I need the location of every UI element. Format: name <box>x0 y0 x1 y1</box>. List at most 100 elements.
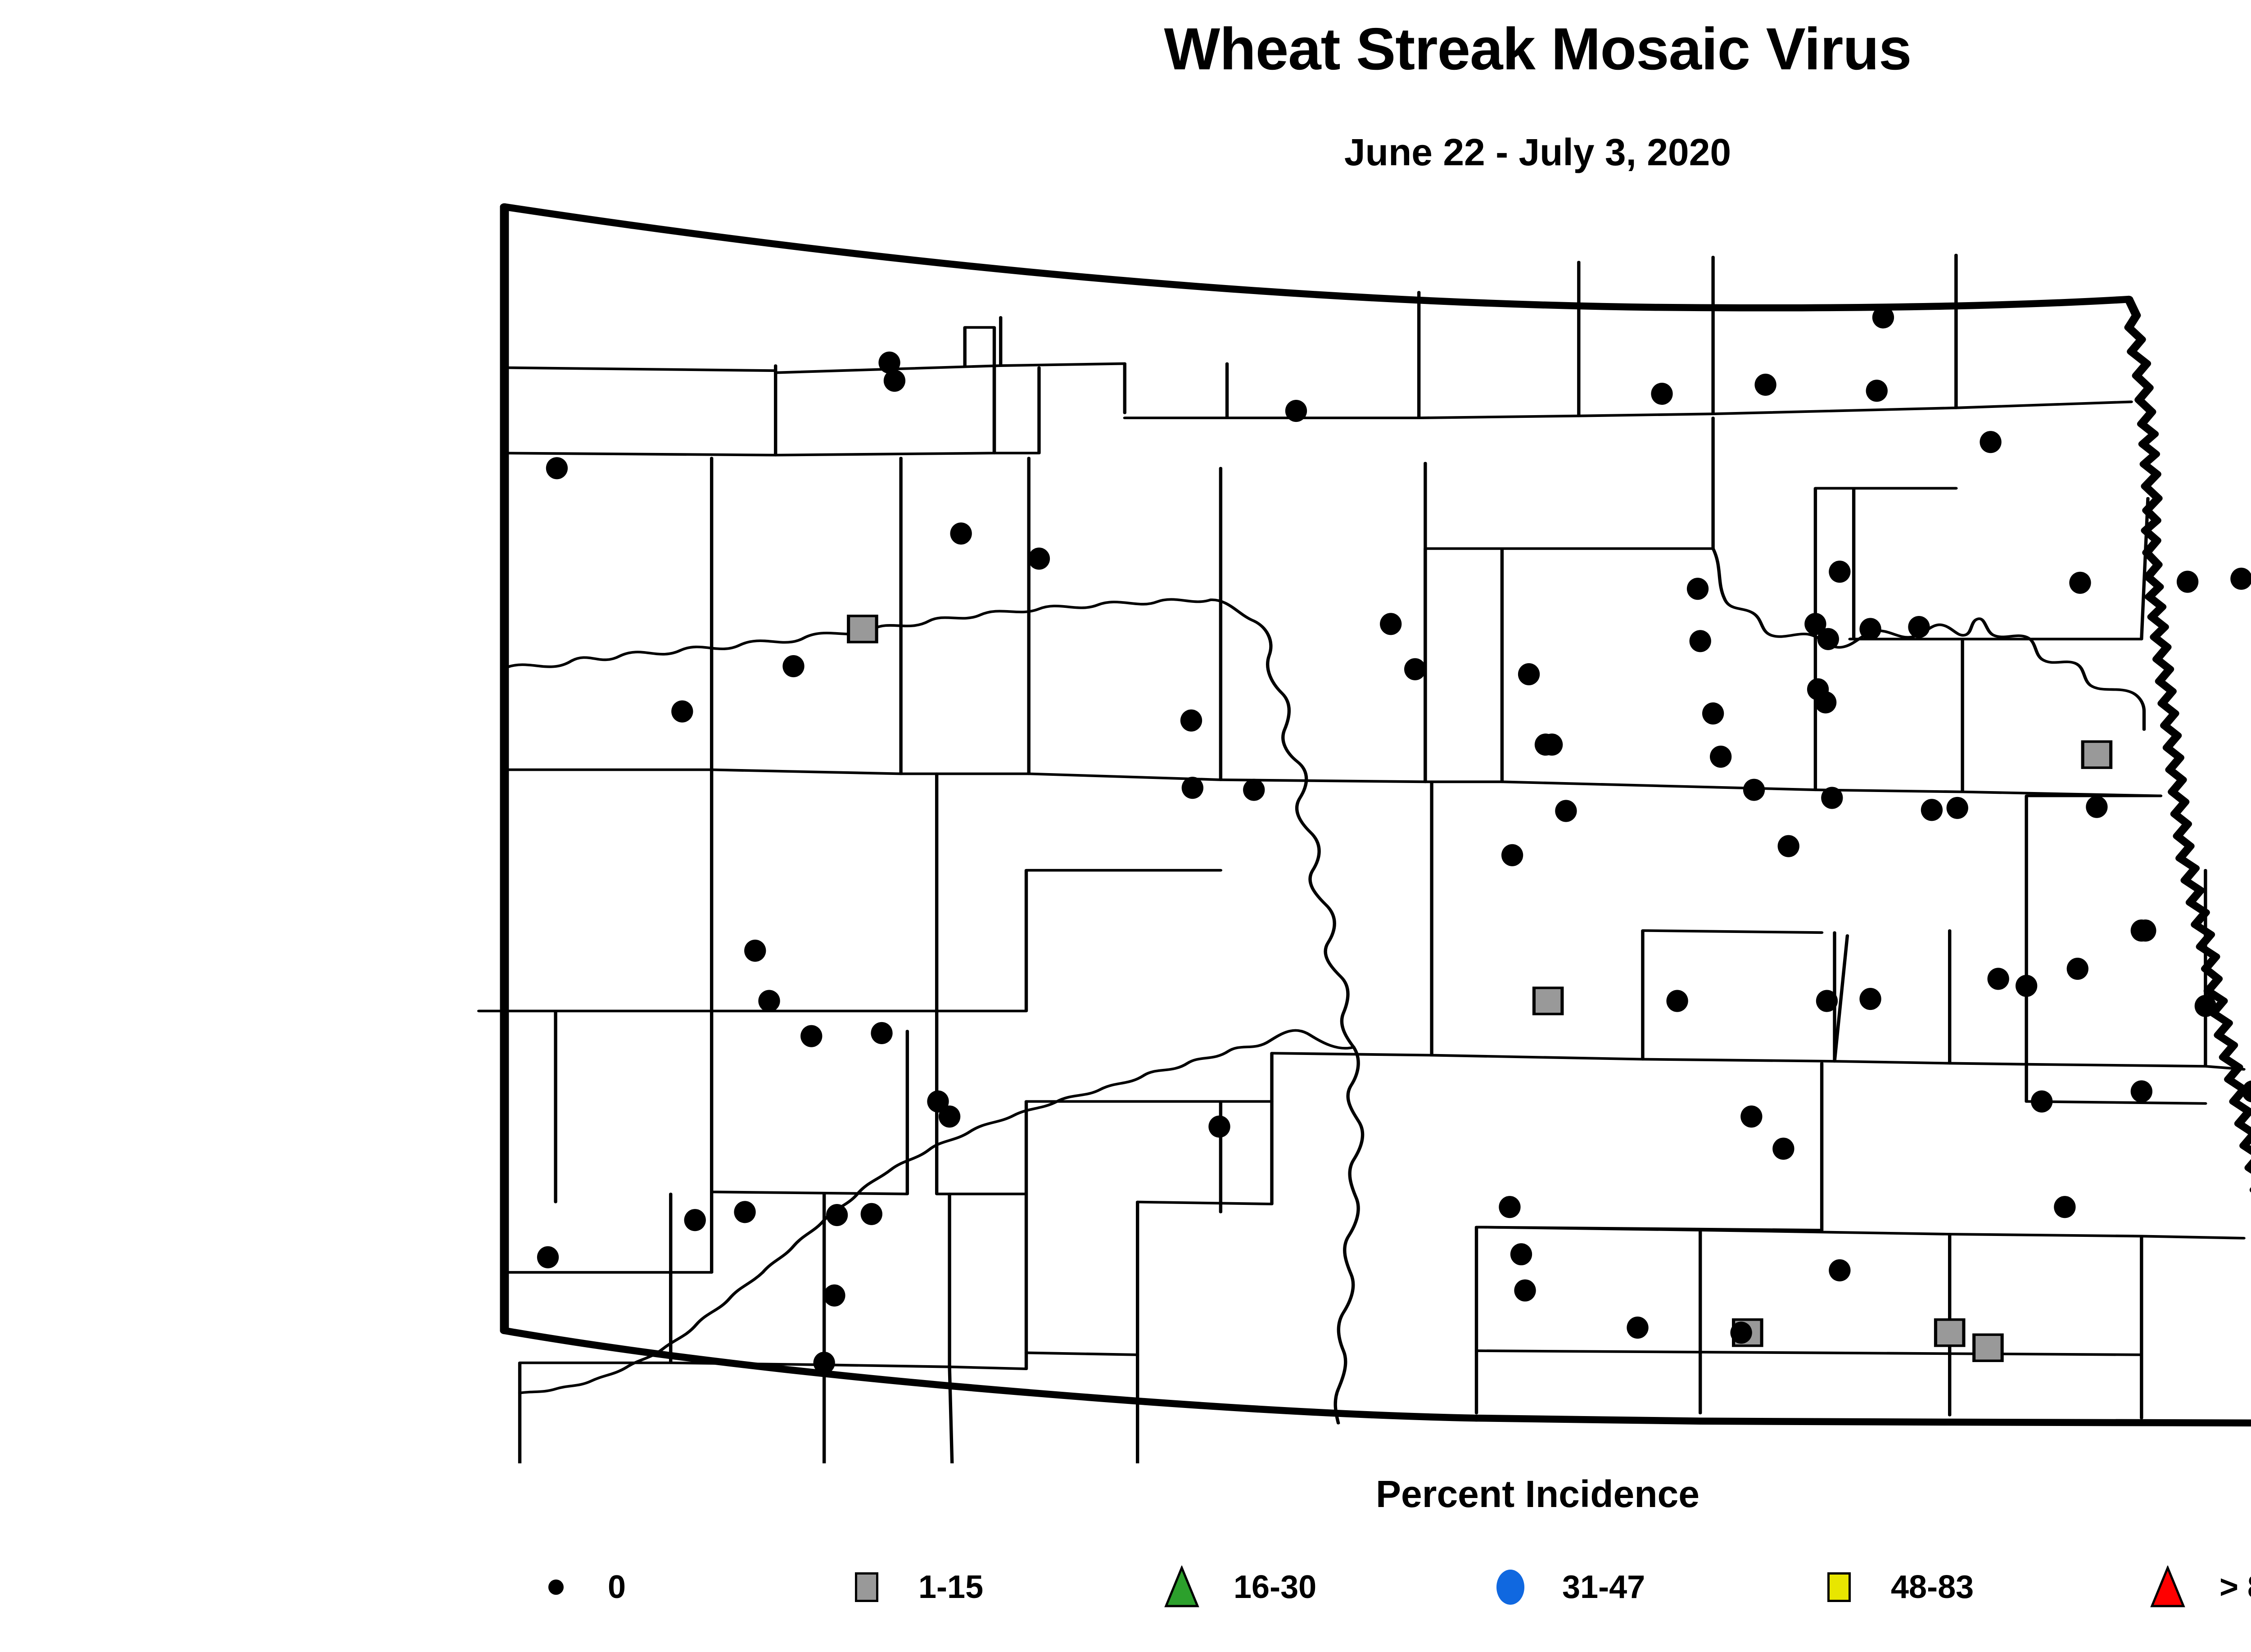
map-point-0[interactable] <box>950 522 972 545</box>
map-point-0[interactable] <box>1872 306 1894 329</box>
map-point-0[interactable] <box>1666 990 1688 1012</box>
map-point-0[interactable] <box>1404 658 1426 680</box>
county-boundaries <box>477 253 2246 1463</box>
map-point-0[interactable] <box>1946 797 1968 819</box>
map-point-0[interactable] <box>1243 778 1265 801</box>
map-point-0[interactable] <box>1555 800 1577 822</box>
map-point-0[interactable] <box>1866 380 1888 402</box>
map-point-0[interactable] <box>1821 787 1843 809</box>
circle-glyph <box>1496 1570 1524 1605</box>
map-point-0[interactable] <box>1689 630 1711 652</box>
map-point-0[interactable] <box>1730 1322 1752 1344</box>
map-point-1-15[interactable] <box>1934 1318 1966 1347</box>
map-point-1-15[interactable] <box>1532 987 1564 1015</box>
map-point-0[interactable] <box>2130 1080 2152 1103</box>
map-point-0[interactable] <box>1627 1317 1649 1339</box>
map-point-0[interactable] <box>826 1204 848 1227</box>
map-point-0[interactable] <box>1987 968 2009 990</box>
map-point-0[interactable] <box>1772 1137 1794 1160</box>
map-point-0[interactable] <box>1829 1259 1851 1281</box>
map-point-0[interactable] <box>1285 399 1307 422</box>
map-point-0[interactable] <box>782 655 805 678</box>
legend-item-31-47[interactable]: 31-47 <box>1486 1549 1645 1625</box>
map-point-0[interactable] <box>1518 663 1540 685</box>
map-point-0[interactable] <box>813 1352 835 1374</box>
map-point-0[interactable] <box>871 1022 893 1045</box>
legend-item-label: 31-47 <box>1562 1569 1645 1605</box>
triangle-icon <box>1157 1562 1207 1612</box>
map-point-0[interactable] <box>1710 745 1732 768</box>
map-point-0[interactable] <box>1754 373 1776 396</box>
map-point-0[interactable] <box>1651 383 1673 405</box>
map-point-0[interactable] <box>2230 567 2251 590</box>
map-point-0[interactable] <box>2176 570 2199 593</box>
map-point-0[interactable] <box>927 1090 949 1113</box>
map-point-0[interactable] <box>546 457 568 480</box>
map-point-0[interactable] <box>1817 628 1839 650</box>
map-point-0[interactable] <box>1804 613 1826 635</box>
legend-item-48-83[interactable]: 48-83 <box>1814 1549 1974 1625</box>
map-point-0[interactable] <box>2242 1080 2251 1103</box>
triangle-glyph <box>1164 1566 1199 1607</box>
map-point-0[interactable] <box>1510 1243 1532 1266</box>
map-point-0[interactable] <box>671 700 693 723</box>
map-point-0[interactable] <box>883 369 906 392</box>
map-point-1-15[interactable] <box>1972 1333 2004 1362</box>
page-subtitle: June 22 - July 3, 2020 <box>1344 131 1731 173</box>
map-point-0[interactable] <box>744 939 766 962</box>
map-point-0[interactable] <box>1180 709 1202 732</box>
map-point-0[interactable] <box>823 1284 845 1307</box>
legend-item-16-30[interactable]: 16-30 <box>1157 1549 1316 1625</box>
map-point-0[interactable] <box>1740 1105 1763 1128</box>
map-point-0[interactable] <box>938 1105 961 1128</box>
map-point-0[interactable] <box>1541 733 1563 756</box>
map-point-0[interactable] <box>2066 958 2088 980</box>
map-point-0[interactable] <box>1743 778 1765 801</box>
square-icon <box>1814 1562 1864 1612</box>
map-svg <box>477 203 2251 1463</box>
map-point-0[interactable] <box>1921 799 1943 821</box>
map-point-0[interactable] <box>1208 1115 1230 1138</box>
map-point-0[interactable] <box>1499 1196 1521 1218</box>
map-point-0[interactable] <box>684 1209 706 1231</box>
map-point-0[interactable] <box>1816 990 1838 1012</box>
map-point-0[interactable] <box>2194 995 2217 1017</box>
map-point-0[interactable] <box>537 1246 559 1268</box>
legend-item-0[interactable]: 0 <box>531 1549 626 1625</box>
devils-lake <box>1711 547 2146 731</box>
map-point-0[interactable] <box>2134 919 2156 942</box>
map-point-0[interactable] <box>2015 974 2038 997</box>
triangle-icon <box>2143 1562 2192 1612</box>
map-point-0[interactable] <box>1859 618 1881 640</box>
legend-item--83[interactable]: > 83 <box>2143 1549 2251 1625</box>
map-point-0[interactable] <box>1814 691 1837 714</box>
map-point-0[interactable] <box>1859 988 1881 1010</box>
map-point-0[interactable] <box>1181 777 1204 799</box>
map-point-0[interactable] <box>878 351 900 374</box>
map-point-0[interactable] <box>1908 616 1930 638</box>
map-point-0[interactable] <box>2086 796 2108 818</box>
map-point-0[interactable] <box>860 1203 882 1225</box>
map-point-0[interactable] <box>800 1025 823 1047</box>
map-point-1-15[interactable] <box>847 615 878 643</box>
map-point-0[interactable] <box>2054 1196 2076 1218</box>
map-point-0[interactable] <box>1702 702 1724 725</box>
map-point-0[interactable] <box>2031 1090 2053 1113</box>
map-point-0[interactable] <box>1514 1279 1536 1302</box>
map-point-0[interactable] <box>1380 613 1402 635</box>
map-point-1-15[interactable] <box>2081 740 2113 769</box>
map-point-0[interactable] <box>1829 561 1851 583</box>
map-point-0[interactable] <box>1686 578 1709 600</box>
square-glyph <box>1827 1572 1851 1602</box>
map-point-0[interactable] <box>1980 431 2002 453</box>
map-point-0[interactable] <box>1501 844 1523 866</box>
map-point-0[interactable] <box>2069 571 2091 594</box>
map-point-0[interactable] <box>1777 835 1799 857</box>
legend-item-label: 1-15 <box>918 1569 984 1605</box>
state-outline <box>500 203 2251 1427</box>
legend-item-1-15[interactable]: 1-15 <box>842 1549 983 1625</box>
map-point-0[interactable] <box>758 990 780 1012</box>
north-dakota-map[interactable] <box>428 167 2251 1463</box>
map-point-0[interactable] <box>734 1201 756 1223</box>
map-point-0[interactable] <box>1028 548 1050 570</box>
